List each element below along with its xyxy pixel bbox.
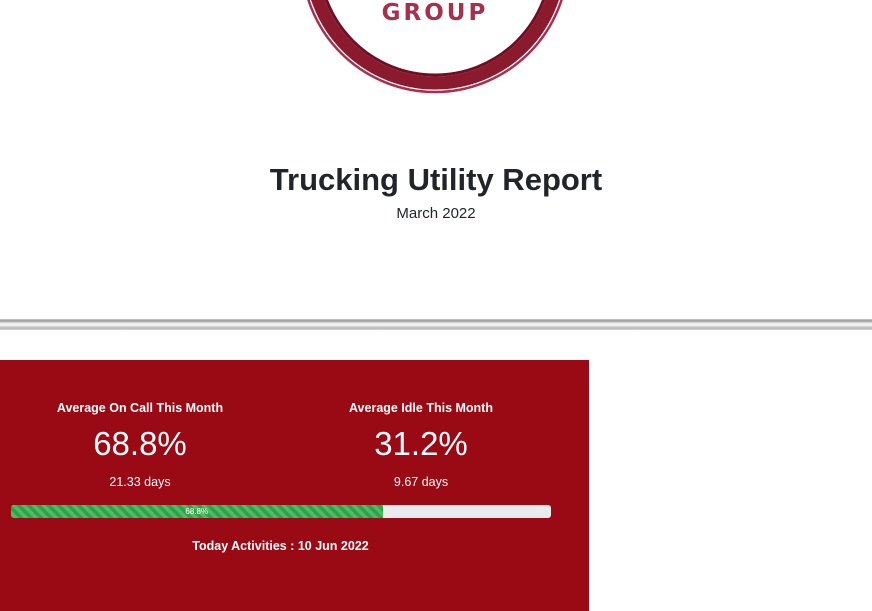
- report-period: March 2022: [396, 205, 476, 222]
- logo-graphic: GROUP: [307, 0, 563, 94]
- on-call-value: 68.8%: [93, 425, 187, 462]
- on-call-days: 21.33 days: [109, 475, 171, 489]
- section-divider: [0, 319, 872, 330]
- idle-label: Average Idle This Month: [348, 401, 493, 415]
- idle-days: 9.67 days: [393, 475, 449, 489]
- idle-stat: Average Idle This Month 31.2% 9.67 days: [281, 400, 561, 490]
- company-logo: GROUP: [300, 0, 570, 100]
- on-call-label: Average On Call This Month: [56, 401, 224, 415]
- today-activities-heading: Today Activities : 10 Jun 2022: [192, 539, 369, 553]
- logo-text: GROUP: [382, 0, 489, 26]
- progress-fill: 68.8%: [11, 505, 383, 518]
- report-title: Trucking Utility Report: [269, 162, 603, 197]
- idle-value: 31.2%: [374, 425, 468, 462]
- on-call-stat: Average On Call This Month 68.8% 21.33 d…: [0, 400, 280, 490]
- on-call-progress-bar: 68.8%: [11, 505, 551, 518]
- utility-summary-panel: Average On Call This Month 68.8% 21.33 d…: [0, 360, 589, 611]
